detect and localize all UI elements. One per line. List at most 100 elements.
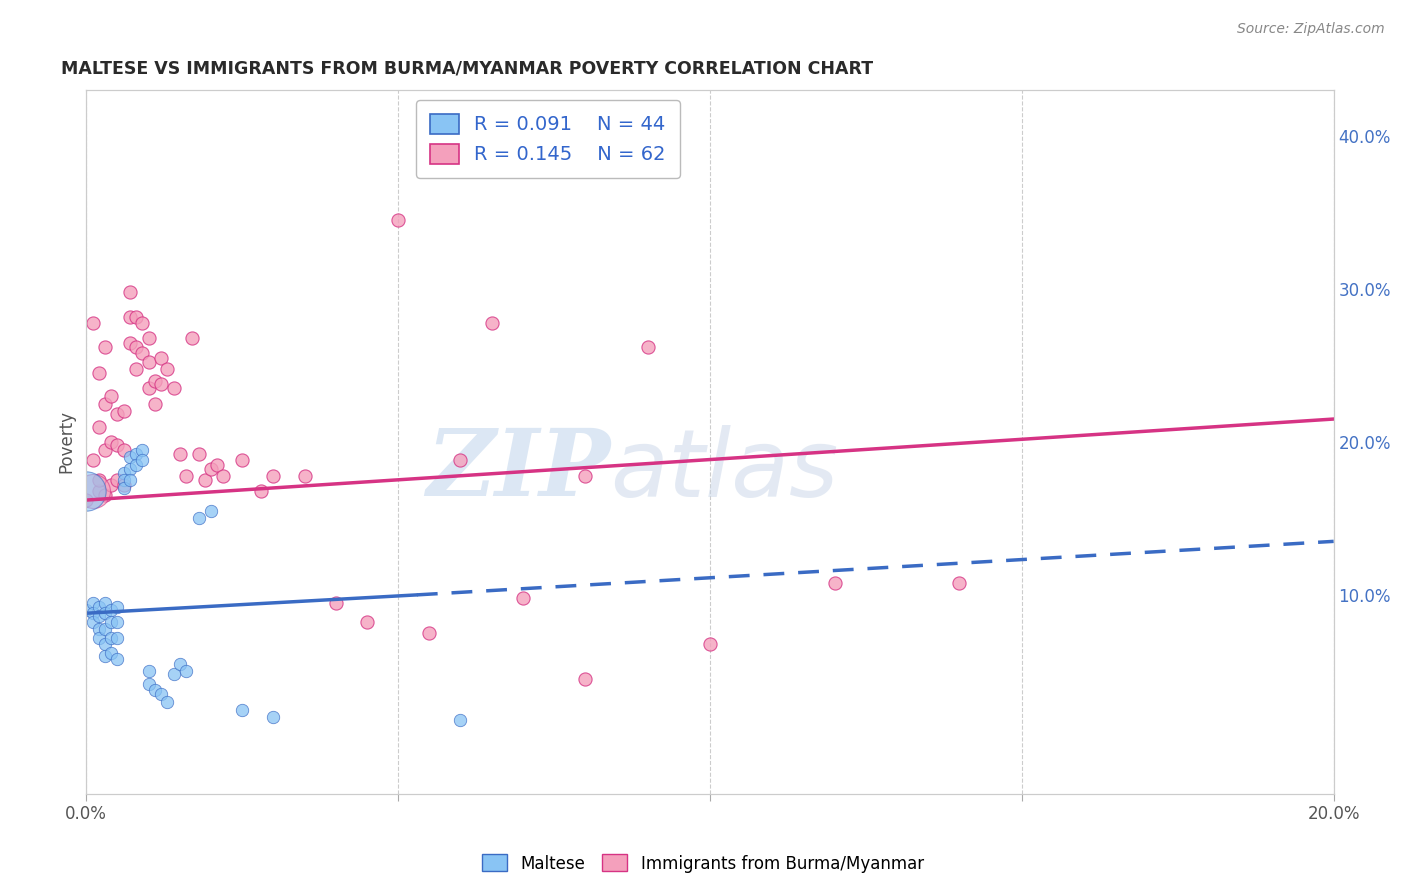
Point — [231, 453, 253, 467]
Point — [118, 450, 141, 465]
Point — [100, 477, 122, 491]
Point — [131, 316, 153, 330]
Point — [143, 397, 166, 411]
Point — [75, 493, 97, 508]
Point — [231, 702, 253, 716]
Point — [418, 626, 440, 640]
Point — [194, 473, 217, 487]
Point — [87, 631, 110, 645]
Point — [87, 609, 110, 624]
Point — [138, 381, 160, 395]
Point — [125, 458, 148, 472]
Point — [138, 676, 160, 690]
Point — [325, 595, 347, 609]
Point — [450, 713, 472, 727]
Point — [150, 376, 173, 391]
Point — [107, 600, 129, 615]
Point — [112, 466, 135, 480]
Point — [100, 631, 122, 645]
Point — [94, 442, 117, 457]
Point — [156, 695, 179, 709]
Point — [150, 687, 173, 701]
Point — [107, 652, 129, 666]
Point — [107, 438, 129, 452]
Point — [138, 665, 160, 679]
Point — [75, 603, 97, 617]
Point — [94, 606, 117, 620]
Legend: Maltese, Immigrants from Burma/Myanmar: Maltese, Immigrants from Burma/Myanmar — [475, 847, 931, 880]
Point — [574, 468, 596, 483]
Point — [187, 447, 209, 461]
Point — [387, 213, 409, 227]
Point — [107, 631, 129, 645]
Point — [94, 397, 117, 411]
Point — [107, 615, 129, 630]
Point — [637, 340, 659, 354]
Point — [100, 615, 122, 630]
Point — [356, 615, 378, 630]
Point — [162, 667, 184, 681]
Point — [82, 316, 104, 330]
Point — [100, 603, 122, 617]
Point — [94, 340, 117, 354]
Point — [94, 637, 117, 651]
Point — [174, 468, 197, 483]
Point — [82, 483, 104, 498]
Text: Source: ZipAtlas.com: Source: ZipAtlas.com — [1237, 22, 1385, 37]
Point — [107, 473, 129, 487]
Point — [262, 710, 284, 724]
Point — [87, 419, 110, 434]
Point — [118, 285, 141, 299]
Point — [87, 483, 110, 498]
Point — [82, 606, 104, 620]
Point — [143, 374, 166, 388]
Point — [574, 672, 596, 686]
Point — [118, 462, 141, 476]
Point — [212, 468, 235, 483]
Point — [87, 600, 110, 615]
Point — [138, 331, 160, 345]
Point — [294, 468, 316, 483]
Text: ZIP: ZIP — [426, 425, 610, 515]
Point — [450, 453, 472, 467]
Point — [169, 447, 191, 461]
Point — [94, 488, 117, 502]
Point — [82, 453, 104, 467]
Point — [948, 575, 970, 590]
Text: atlas: atlas — [610, 425, 838, 516]
Point — [112, 442, 135, 457]
Point — [131, 442, 153, 457]
Point — [118, 473, 141, 487]
Point — [125, 447, 148, 461]
Point — [138, 355, 160, 369]
Point — [143, 682, 166, 697]
Text: MALTESE VS IMMIGRANTS FROM BURMA/MYANMAR POVERTY CORRELATION CHART: MALTESE VS IMMIGRANTS FROM BURMA/MYANMAR… — [62, 60, 873, 78]
Point — [94, 595, 117, 609]
Point — [512, 591, 534, 605]
Point — [82, 595, 104, 609]
Point — [200, 462, 222, 476]
Point — [131, 453, 153, 467]
Point — [824, 575, 846, 590]
Point — [100, 646, 122, 660]
Point — [82, 615, 104, 630]
Point — [169, 657, 191, 671]
Y-axis label: Poverty: Poverty — [58, 410, 75, 474]
Point — [118, 310, 141, 324]
Point — [112, 477, 135, 491]
Point — [87, 366, 110, 380]
Point — [418, 162, 440, 177]
Point — [75, 483, 97, 498]
Point — [262, 468, 284, 483]
Point — [207, 458, 229, 472]
Point — [150, 351, 173, 365]
Point — [125, 310, 148, 324]
Point — [481, 316, 503, 330]
Point — [87, 473, 110, 487]
Legend: R = 0.091    N = 44, R = 0.145    N = 62: R = 0.091 N = 44, R = 0.145 N = 62 — [416, 100, 679, 178]
Point — [187, 511, 209, 525]
Point — [250, 483, 273, 498]
Point — [87, 622, 110, 636]
Point — [181, 331, 204, 345]
Point — [174, 665, 197, 679]
